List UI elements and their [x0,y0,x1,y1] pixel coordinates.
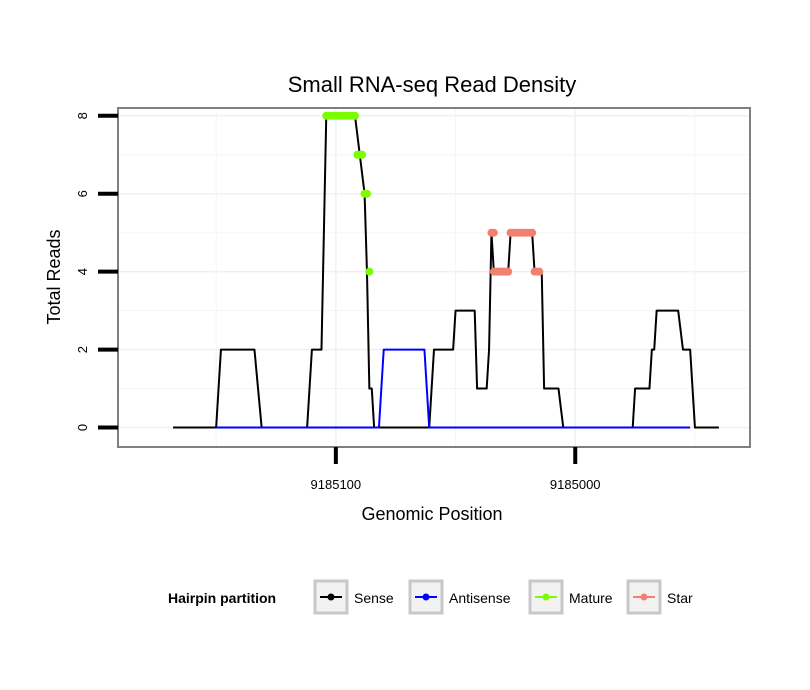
legend-label: Antisense [449,590,511,606]
y-tick-label: 2 [75,346,90,353]
point-mature [358,150,367,159]
legend-item-star: Star [626,579,693,615]
legend-key-dot [327,593,335,601]
y-tick-label: 4 [75,268,90,275]
point-star [489,228,498,237]
legend-key-dot [640,593,648,601]
x-tick-label: 9185100 [311,477,362,492]
legend-item-antisense: Antisense [408,579,511,615]
legend-title: Hairpin partition [168,590,276,606]
y-tick-label: 6 [75,190,90,197]
point-star [535,267,544,276]
y-axis-title: Total Reads [44,229,64,324]
plot-panel-bg [118,108,750,447]
x-axis: 9185100 9185000 [311,447,601,492]
series-line-antisense [216,348,691,429]
legend: Hairpin partition Sense Antisense Mature St… [168,579,693,615]
y-axis: 0 2 4 6 8 [75,112,118,431]
x-tick-label: 9185000 [550,477,601,492]
legend-label: Mature [569,590,613,606]
point-mature [351,111,359,120]
point-star [504,267,513,276]
x-axis-title: Genomic Position [361,504,502,524]
plot-panel-border [117,107,751,448]
legend-label: Star [667,590,693,606]
legend-key-dot [542,593,550,601]
legend-item-mature: Mature [528,579,613,615]
chart-title: Small RNA-seq Read Density [288,72,577,97]
series-layer [173,111,719,429]
point-star [528,228,537,237]
legend-item-sense: Sense [313,579,394,615]
y-tick-label: 0 [75,424,90,431]
legend-label: Sense [354,590,394,606]
point-mature [365,267,374,276]
y-tick-label: 8 [75,112,90,119]
point-mature [362,189,371,198]
legend-key-dot [422,593,430,601]
